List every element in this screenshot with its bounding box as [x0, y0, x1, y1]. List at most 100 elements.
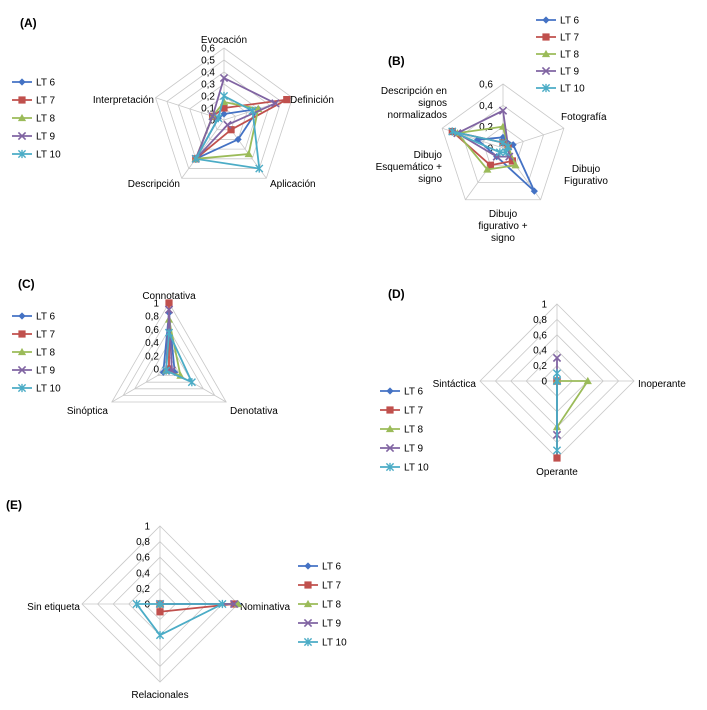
legend-label: LT 8 — [322, 600, 342, 611]
data-point — [483, 165, 492, 173]
grid-ring — [155, 47, 293, 179]
legend-label: LT 10 — [36, 384, 61, 395]
legend-marker — [304, 581, 312, 589]
grid-ring — [200, 95, 248, 140]
legend-marker — [17, 383, 27, 393]
tick-label: 0,6 — [136, 553, 150, 564]
category-label: Descripción en signos normalizados — [381, 86, 447, 121]
category-label: Nominativa — [240, 602, 290, 613]
data-point — [234, 135, 242, 144]
category-label-line: Aplicación — [270, 179, 316, 190]
tick-label: 0,8 — [533, 315, 547, 326]
data-point — [219, 73, 229, 83]
series-line — [165, 329, 194, 385]
radar-plot: 0 0,2 0,4 0,6 0,8 1 Nominativa Relacionales Sin … — [27, 522, 290, 702]
grid-ring — [441, 83, 565, 201]
category-label-line: normalizados — [388, 110, 447, 121]
legend-label: LT 7 — [560, 33, 580, 44]
data-point — [219, 91, 229, 101]
category-label-line: Esquemático + — [376, 162, 443, 173]
grid-ring — [177, 71, 271, 160]
legend-marker — [18, 330, 26, 338]
tick-label: 0,2 — [533, 361, 547, 372]
category-label-line: Evocación — [201, 35, 247, 46]
legend: LT 6 LT 7 LT 8 LT 9 LT 10 — [298, 562, 347, 649]
category-label: Denotativa — [230, 406, 278, 417]
legend-label: LT 9 — [322, 619, 342, 630]
axis-spoke — [181, 119, 225, 179]
series-line — [194, 94, 261, 170]
data-point — [162, 366, 171, 375]
tick-label: 0 — [541, 377, 547, 388]
category-label-line: signo — [418, 174, 442, 185]
data-point — [530, 187, 538, 195]
legend-label: LT 8 — [560, 50, 580, 61]
legend-label: LT 6 — [322, 562, 342, 573]
legend: LT 6 LT 7 LT 8 LT 9 LT 10 — [380, 387, 429, 474]
legend-marker — [17, 365, 27, 375]
legend-label: LT 7 — [404, 406, 424, 417]
category-label-line: Sin etiqueta — [27, 602, 80, 613]
category-label: Dibujo Figurativo — [564, 164, 608, 187]
axis-spoke — [111, 368, 170, 403]
category-label: Evocación — [201, 35, 247, 46]
category-label-line: Descripción — [128, 179, 180, 190]
category-label-line: Sinóptica — [67, 406, 109, 417]
tick-label: 0,4 — [145, 338, 159, 349]
data-point — [248, 106, 257, 115]
series-lt-10 — [162, 328, 196, 387]
panel-e: (E) 0 0,2 0,4 0,6 0,8 1 Nominativa Relacionales… — [6, 498, 347, 701]
category-label-line: Interpretación — [93, 95, 154, 106]
category-label-line: Connotativa — [142, 291, 196, 302]
legend-label: LT 10 — [322, 638, 347, 649]
legend-marker — [385, 462, 395, 472]
tick-label: 0,2 — [479, 122, 493, 133]
legend-marker — [17, 347, 27, 356]
tick-label: 0 — [153, 365, 159, 376]
data-point — [220, 110, 228, 118]
category-label-line: Inoperante — [638, 379, 686, 390]
legend-label: LT 10 — [36, 150, 61, 161]
tick-label: 0,5 — [201, 56, 215, 67]
data-point — [552, 446, 562, 455]
data-point — [486, 161, 495, 169]
category-label: Interpretación — [93, 95, 154, 106]
category-label: Sintáctica — [433, 379, 477, 390]
category-label-line: Fotografía — [561, 112, 607, 123]
legend-label: LT 7 — [322, 581, 342, 592]
data-point — [553, 454, 561, 462]
data-point — [191, 154, 200, 163]
legend-marker — [541, 83, 551, 93]
data-point — [187, 378, 196, 387]
legend-marker — [385, 424, 395, 433]
legend-marker — [542, 16, 550, 24]
category-label: Operante — [536, 467, 578, 478]
tick-label: 1 — [144, 522, 150, 533]
legend-marker — [17, 149, 27, 159]
legend: LT 6 LT 7 LT 8 LT 9 LT 10 — [12, 312, 61, 395]
legend-label: LT 6 — [36, 312, 56, 323]
data-point — [218, 599, 227, 609]
tick-label: 0,8 — [145, 312, 159, 323]
data-point — [155, 599, 165, 609]
category-label-line: signos — [418, 98, 447, 109]
category-label-line: Dibujo — [414, 150, 443, 161]
data-point — [505, 152, 514, 161]
tick-label: 0,8 — [136, 537, 150, 548]
series-line — [455, 109, 511, 158]
data-point — [552, 369, 562, 378]
legend-marker — [541, 66, 551, 76]
legend-marker — [385, 443, 395, 453]
data-point — [283, 96, 291, 104]
legend-label: LT 6 — [560, 16, 580, 27]
panel-label: (C) — [18, 277, 35, 291]
grid-ring — [122, 315, 216, 396]
tick-label: 0,3 — [201, 80, 215, 91]
data-point — [583, 376, 592, 385]
grid-ring — [461, 104, 545, 183]
category-label: Connotativa — [142, 291, 196, 302]
